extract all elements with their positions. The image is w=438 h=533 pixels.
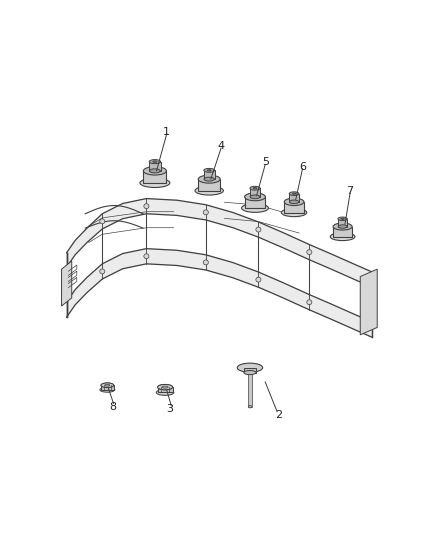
- Ellipse shape: [158, 384, 173, 390]
- Polygon shape: [198, 179, 220, 191]
- Polygon shape: [67, 248, 372, 337]
- Text: 7: 7: [346, 186, 353, 196]
- Polygon shape: [360, 269, 377, 335]
- Ellipse shape: [338, 217, 347, 221]
- Text: 6: 6: [299, 161, 306, 172]
- Ellipse shape: [140, 178, 170, 188]
- Ellipse shape: [244, 370, 256, 375]
- Text: 4: 4: [218, 141, 225, 151]
- Ellipse shape: [143, 167, 166, 175]
- Ellipse shape: [144, 254, 149, 259]
- Ellipse shape: [248, 406, 251, 408]
- Ellipse shape: [250, 195, 260, 199]
- Ellipse shape: [253, 188, 257, 189]
- Text: 5: 5: [262, 157, 268, 167]
- Ellipse shape: [307, 300, 312, 305]
- Ellipse shape: [237, 363, 263, 372]
- Ellipse shape: [100, 219, 105, 224]
- Ellipse shape: [100, 269, 105, 274]
- Ellipse shape: [162, 386, 168, 388]
- Ellipse shape: [341, 218, 344, 220]
- Ellipse shape: [256, 277, 261, 282]
- Ellipse shape: [242, 204, 268, 212]
- Polygon shape: [158, 387, 173, 392]
- Ellipse shape: [158, 384, 173, 390]
- Ellipse shape: [245, 193, 265, 201]
- Ellipse shape: [100, 387, 115, 392]
- Ellipse shape: [203, 210, 208, 215]
- Ellipse shape: [105, 384, 110, 386]
- Polygon shape: [284, 202, 304, 213]
- Ellipse shape: [307, 249, 312, 255]
- Polygon shape: [143, 171, 166, 183]
- Ellipse shape: [198, 175, 220, 183]
- Ellipse shape: [149, 159, 161, 164]
- Ellipse shape: [195, 186, 223, 195]
- Ellipse shape: [290, 200, 299, 204]
- Polygon shape: [333, 227, 352, 237]
- Ellipse shape: [101, 383, 114, 387]
- Polygon shape: [101, 385, 114, 390]
- Polygon shape: [338, 219, 347, 227]
- Text: 2: 2: [275, 410, 283, 420]
- Polygon shape: [245, 197, 265, 208]
- Ellipse shape: [203, 260, 208, 265]
- Ellipse shape: [338, 225, 347, 228]
- Ellipse shape: [256, 227, 261, 232]
- Ellipse shape: [153, 161, 157, 163]
- Polygon shape: [67, 199, 372, 287]
- Polygon shape: [61, 261, 72, 306]
- Ellipse shape: [144, 204, 149, 208]
- Ellipse shape: [149, 169, 160, 173]
- Polygon shape: [149, 161, 161, 171]
- Text: 1: 1: [163, 127, 170, 136]
- Polygon shape: [250, 188, 260, 197]
- Polygon shape: [204, 171, 215, 179]
- Ellipse shape: [284, 198, 304, 206]
- Ellipse shape: [281, 208, 307, 216]
- Polygon shape: [289, 193, 299, 202]
- Text: 3: 3: [167, 403, 173, 414]
- Ellipse shape: [333, 223, 352, 230]
- Ellipse shape: [207, 169, 211, 171]
- Text: 8: 8: [109, 402, 116, 411]
- Polygon shape: [244, 368, 256, 373]
- Ellipse shape: [204, 177, 214, 181]
- Ellipse shape: [204, 168, 215, 172]
- Ellipse shape: [156, 390, 174, 395]
- Ellipse shape: [292, 193, 296, 195]
- Ellipse shape: [289, 192, 299, 196]
- Ellipse shape: [101, 383, 114, 387]
- Ellipse shape: [330, 233, 355, 240]
- Polygon shape: [248, 373, 251, 407]
- Ellipse shape: [250, 187, 260, 190]
